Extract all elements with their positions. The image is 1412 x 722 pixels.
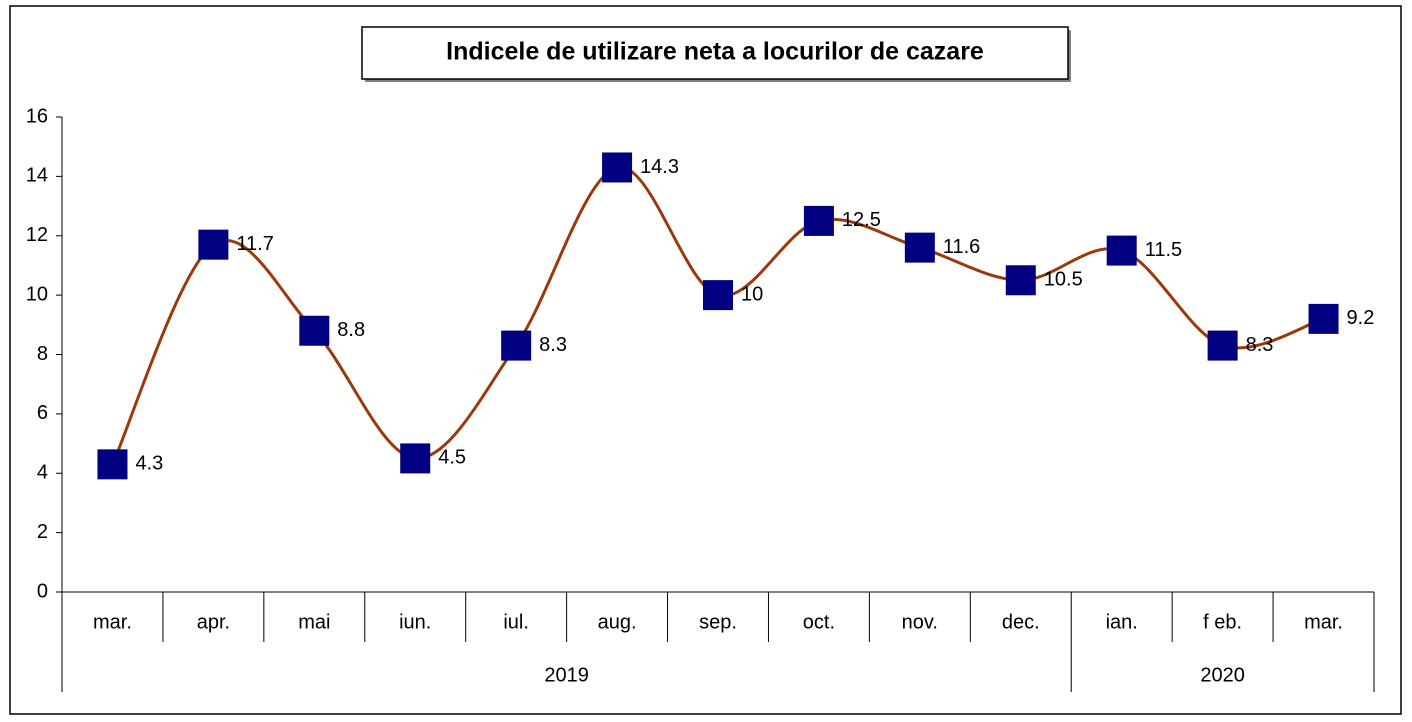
y-tick-label: 6 [37,402,48,424]
data-label: 9.2 [1347,307,1375,329]
data-label: 8.3 [539,334,567,356]
x-tick-label: sep. [699,611,737,633]
x-tick-label: mar. [93,611,132,633]
y-tick-label: 4 [37,462,48,484]
data-label: 11.6 [943,236,980,258]
x-tick-label: aug. [598,611,637,633]
x-tick-label: iul. [503,611,529,633]
y-tick-label: 14 [26,165,48,187]
marker [97,449,128,480]
chart-title: Indicele de utilizare neta a locurilor d… [446,38,984,66]
group-label: 2020 [1200,664,1245,686]
data-label: 4.5 [438,447,466,469]
x-tick-label: mai [298,611,330,633]
chart-border [9,5,1402,715]
data-label: 8.3 [1246,334,1274,356]
x-tick-label: f eb. [1203,611,1242,633]
x-tick-label: ian. [1106,611,1138,633]
marker [1005,265,1036,296]
x-tick-label: dec. [1002,611,1040,633]
data-label: 14.3 [640,156,679,178]
marker [400,443,431,474]
y-tick-label: 0 [37,580,48,602]
marker [1308,303,1339,334]
y-tick-label: 8 [37,343,48,365]
x-tick-label: nov. [902,611,938,633]
marker [904,232,935,263]
title-box [361,26,1069,80]
x-tick-label: mar. [1304,611,1343,633]
marker [602,152,633,183]
x-tick-label: apr. [197,611,230,633]
group-label: 2019 [544,664,589,686]
marker [1106,235,1137,266]
x-tick-label: oct. [803,611,835,633]
data-label: 10.5 [1044,269,1083,291]
y-tick-label: 2 [37,521,48,543]
marker [803,205,834,236]
marker [501,330,532,361]
marker [299,315,330,346]
data-label: 11.7 [236,233,273,255]
y-tick-label: 10 [26,283,48,305]
marker [198,229,229,260]
marker [1207,330,1238,361]
data-label: 11.5 [1145,239,1182,261]
data-label: 4.3 [135,453,163,475]
y-tick-label: 12 [26,224,48,246]
x-tick-label: iun. [399,611,431,633]
data-label: 10 [741,283,763,305]
data-label: 8.8 [337,319,365,341]
y-tick-label: 16 [26,105,48,127]
data-label: 12.5 [842,209,881,231]
marker [703,280,733,311]
